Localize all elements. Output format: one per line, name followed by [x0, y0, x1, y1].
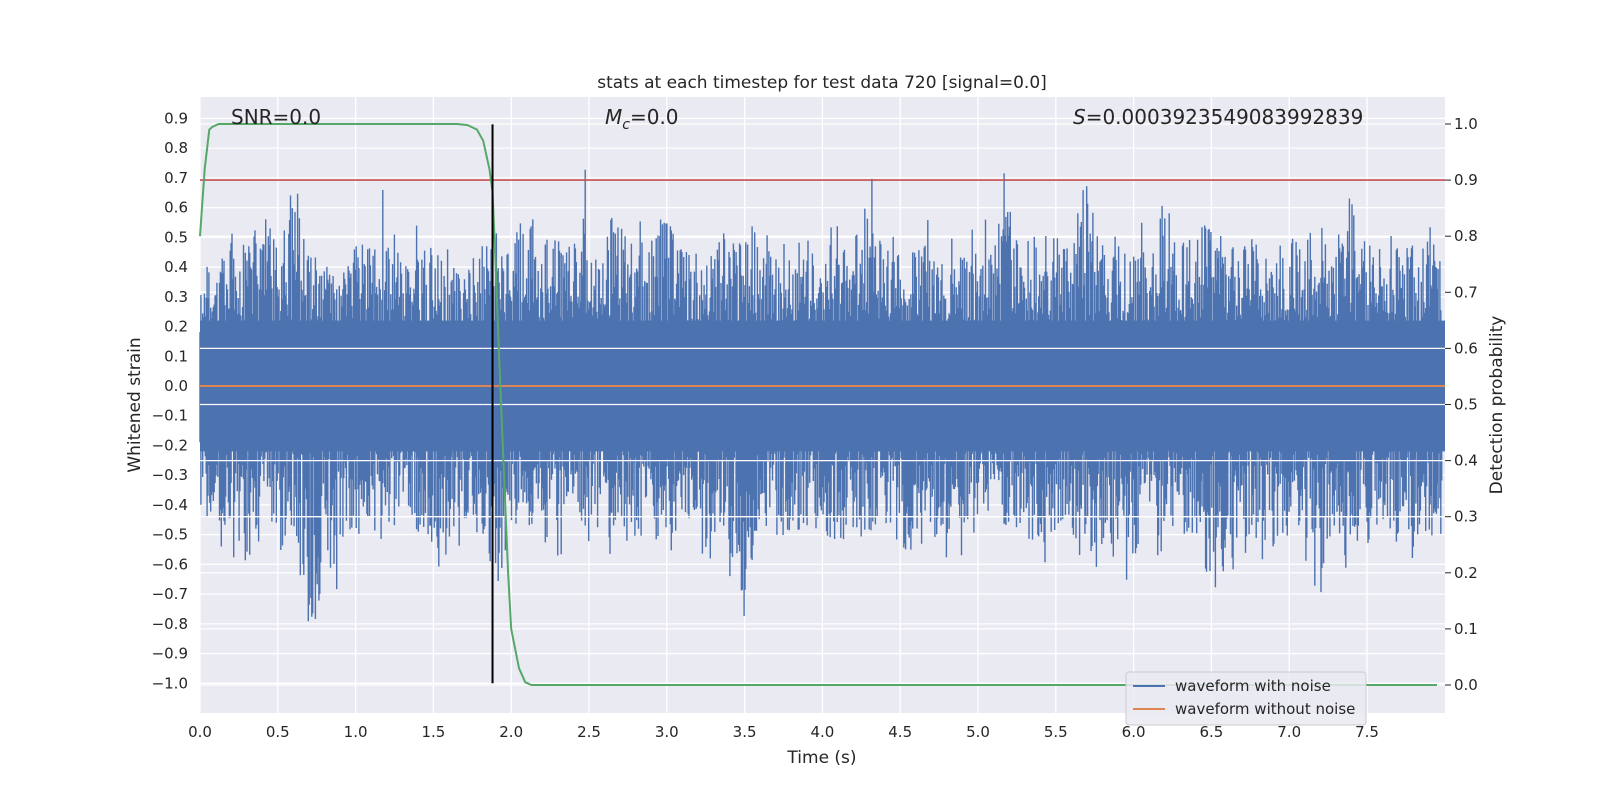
y2-tick-label: 1.0	[1454, 115, 1478, 133]
y-tick-label: 0.3	[164, 288, 188, 306]
x-axis-label: Time (s)	[786, 748, 856, 768]
s-symbol: S	[1073, 105, 1086, 129]
y-tick-label: 0.4	[164, 258, 188, 276]
y2-tick-label: 0.1	[1454, 620, 1478, 638]
y-tick-label: −0.9	[152, 645, 188, 663]
y-tick-label: 0.0	[164, 377, 188, 395]
series-lines	[199, 123, 1445, 686]
y-axis-label: Whitened strain	[125, 337, 145, 472]
y-tick-label: 0.6	[164, 199, 188, 217]
mc-value: =0.0	[630, 105, 679, 129]
y-tick-label: 0.5	[164, 228, 188, 246]
x-tick-label: 1.5	[421, 723, 445, 741]
y-tick-label: 0.8	[164, 139, 188, 157]
x-tick-label: 5.5	[1044, 723, 1068, 741]
x-tick-label: 7.0	[1277, 723, 1301, 741]
y-tick-label: −0.2	[152, 436, 188, 454]
legend: waveform with noise waveform without noi…	[1125, 671, 1367, 726]
x-tick-label: 0.5	[266, 723, 290, 741]
y-tick-labels: 0.9 0.8 0.7 0.6 0.5 0.4 0.3 0.2 0.1 0.0 −0.1 −0.2 −0…	[152, 109, 188, 692]
snr-annotation: SNR=0.0	[231, 105, 321, 129]
legend-box	[1125, 671, 1367, 726]
x-tick-label: 6.5	[1199, 723, 1223, 741]
y2-tick-label: 0.9	[1454, 171, 1478, 189]
x-tick-label: 3.5	[733, 723, 757, 741]
x-tick-label: 1.0	[344, 723, 368, 741]
series-detection-probability	[199, 123, 1437, 686]
y2-tick-label: 0.5	[1454, 396, 1478, 414]
chart-title: stats at each timestep for test data 720…	[597, 73, 1047, 93]
x-tick-label: 7.5	[1355, 723, 1379, 741]
y2-tick-label: 0.7	[1454, 283, 1478, 301]
y-tick-label: 0.9	[164, 109, 188, 127]
y-tick-label: −0.1	[152, 407, 188, 425]
x-tick-label: 5.0	[966, 723, 990, 741]
y-tick-label: −0.4	[152, 496, 188, 514]
y2-tick-label: 0.3	[1454, 508, 1478, 526]
mc-symbol: M	[605, 105, 622, 129]
x-tick-label: 0.0	[188, 723, 212, 741]
s-value: =0.0003923549083992839	[1086, 105, 1364, 129]
y2-axis-label: Detection probability	[1487, 316, 1507, 495]
legend-label-with-noise: waveform with noise	[1175, 677, 1331, 695]
mc-subscript: c	[622, 117, 630, 133]
s-annotation: S=0.0003923549083992839	[1073, 105, 1363, 129]
y-tick-label: −0.5	[152, 526, 188, 544]
y-tick-label: 0.1	[164, 347, 188, 365]
y-tick-label: 0.7	[164, 169, 188, 187]
y-tick-label: −0.8	[152, 615, 188, 633]
y2-tick-label: 0.2	[1454, 564, 1478, 582]
y2-tick-label: 0.4	[1454, 452, 1478, 470]
x-tick-label: 6.0	[1122, 723, 1146, 741]
y-tick-label: 0.2	[164, 318, 188, 336]
y2-tick-label: 0.0	[1454, 676, 1478, 694]
y2-tick-label: 0.6	[1454, 339, 1478, 357]
x-tick-label: 2.5	[577, 723, 601, 741]
mc-annotation: Mc=0.0	[605, 105, 679, 133]
y-tick-label: −0.3	[152, 466, 188, 484]
y-tick-label: −0.6	[152, 555, 188, 573]
x-tick-label: 2.0	[499, 723, 523, 741]
x-tick-label: 4.5	[888, 723, 912, 741]
legend-label-without-noise: waveform without noise	[1175, 700, 1355, 718]
x-tick-label: 4.0	[810, 723, 834, 741]
x-tick-labels: 0.0 0.5 1.0 1.5 2.0 2.5 3.0 3.5 4.0 4.5 5.0 5.5 6.0 6…	[188, 723, 1379, 741]
y-tick-label: −1.0	[152, 674, 188, 692]
y2-tick-labels: 1.0 0.9 0.8 0.7 0.6 0.5 0.4 0.3 0.2 0.1 0.0	[1445, 115, 1478, 694]
x-tick-label: 3.0	[655, 723, 679, 741]
y2-tick-label: 0.8	[1454, 227, 1478, 245]
y-tick-label: −0.7	[152, 585, 188, 603]
